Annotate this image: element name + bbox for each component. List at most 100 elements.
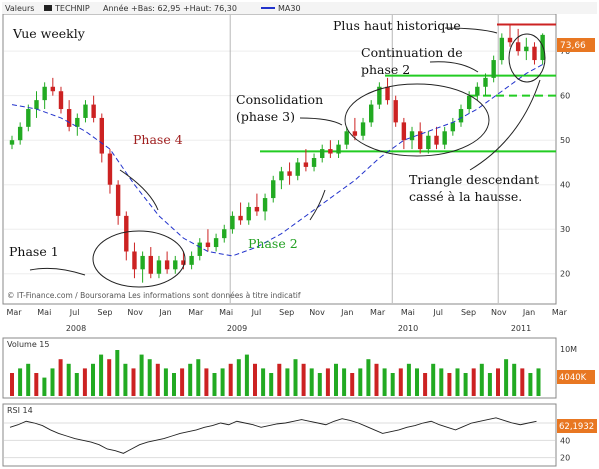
candle-body [132,251,137,270]
volume-bar [301,363,306,396]
rsi-tick-label: 40 [560,436,570,445]
candle-body [107,153,113,185]
volume-bar [528,373,533,396]
volume-bar [496,368,500,396]
candle-body [466,95,472,110]
x-tick-label: Mar [188,308,204,317]
x-year-label: 2010 [398,324,418,333]
candle-body [393,100,398,123]
consolidation-ellipse [344,83,490,157]
phase1-ellipse [92,230,186,288]
candle-body [205,242,211,248]
volume-bar [172,373,176,396]
candle-body [336,144,341,154]
candle-body [279,171,284,181]
candle-body [450,122,456,132]
volume-bar [447,373,452,396]
volume-bar [131,368,136,396]
volume-bar [504,359,509,396]
volume-bar [382,368,387,396]
volume-bar [18,368,23,396]
volume-bar [479,363,484,396]
candle-body [320,149,325,158]
volume-title: Volume 15 [7,340,49,349]
candle-body [91,104,96,118]
last-price: 73,66 [560,41,586,51]
consolidation-arrow [299,117,343,126]
x-tick-label: Sep [279,308,294,317]
x-tick-label: Jan [340,308,353,317]
candle-body [50,86,56,92]
volume-bar [520,368,525,396]
candle-body [344,131,349,145]
volume-bar [334,363,338,396]
volume-bar [58,359,63,396]
candle-body [499,37,505,61]
x-tick-label: Mar [370,308,386,317]
candle-body [360,122,366,136]
x-year-label: 2008 [66,324,86,333]
candle-body [238,215,243,221]
phase1-arrow [29,267,86,276]
rsi-tick-label: 20 [560,454,570,463]
continuation-arrow [429,61,479,73]
candle-body [442,131,447,145]
rsi-panel [2,403,557,467]
volume-bar [91,363,95,396]
candle-body [148,255,153,274]
candle-body [303,162,309,167]
candle-body [173,260,178,270]
ma-legend: MA30 [278,4,301,13]
candle-body [189,255,194,265]
volume-bar [374,363,379,396]
volume-bar [512,363,517,396]
y-tick-label: 20 [560,270,570,279]
volume-bar [431,363,436,396]
volume-bar [342,368,347,396]
rsi-line [9,417,537,454]
volume-bar [423,373,428,396]
x-tick-label: Sep [97,308,112,317]
candle-body [369,104,374,123]
x-tick-label: Nov [309,308,325,317]
volume-bar [487,373,492,396]
x-tick-label: Nov [491,308,507,317]
volume-bar [536,368,541,396]
volume-bar [236,359,241,396]
x-tick-label: Nov [127,308,143,317]
annotation-phase1: Phase 1 [9,244,59,259]
volume-bar [325,368,330,396]
volume-bar [269,373,274,396]
volume-bar [10,373,14,396]
candle-body [83,104,88,118]
volume-bar [34,373,39,396]
candle-body [458,109,464,123]
volume-bar [26,363,31,396]
candle-body [401,122,407,141]
x-tick-label: Mai [219,308,233,317]
candle-body [271,180,276,199]
volume-bar [455,368,460,396]
triangle-ellipse [508,33,546,83]
x-tick-label: Jan [522,308,535,317]
annotation-consolidation: Consolidation [236,92,323,107]
volume-bar [82,368,87,396]
volume-bar [180,368,185,396]
header-info: Année +Bas: 62,95 +Haut: 76,30 [103,3,237,13]
candle-body [26,109,31,127]
x-tick-label: Mar [6,308,22,317]
candle-body [181,260,186,265]
volume-bar [277,363,282,396]
volume-bar [358,368,363,396]
volume-bar [317,373,322,396]
plus-haut-arrow [444,27,498,34]
candle-body [426,135,431,150]
candle-body [164,260,170,270]
volume-bar [123,363,128,396]
volume-bar [188,363,193,396]
volume-bar [163,368,168,396]
x-tick-label: Jul [251,308,262,317]
candle-body [434,135,439,145]
ticker-label: TECHNIP [54,4,90,13]
candle-body [532,46,537,61]
